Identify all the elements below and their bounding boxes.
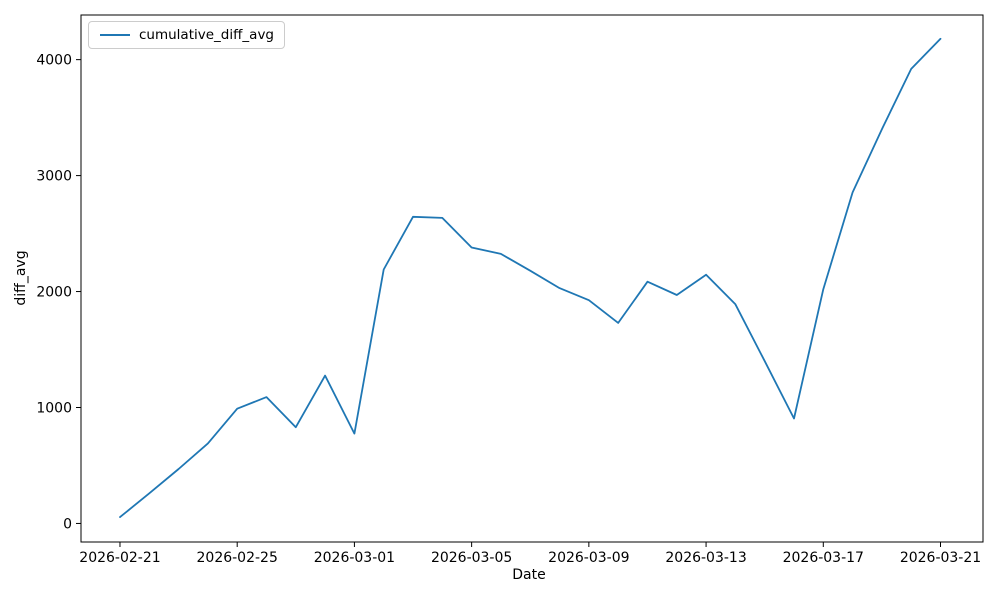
y-axis-label: diff_avg [13, 250, 29, 306]
y-tick-label: 2000 [36, 285, 72, 301]
y-tick-label: 0 [63, 516, 72, 532]
y-tick-label: 3000 [36, 169, 72, 185]
x-axis-label: Date [512, 567, 546, 583]
x-tick-label: 2026-02-21 [79, 550, 160, 566]
legend-line-sample-icon [100, 34, 130, 36]
series-line-cumulative_diff_avg [119, 37, 942, 518]
x-tick-label: 2026-03-09 [548, 550, 629, 566]
x-tick-label: 2026-03-13 [665, 550, 746, 566]
legend: cumulative_diff_avg [88, 21, 285, 49]
x-tick-label: 2026-03-17 [783, 550, 864, 566]
x-tick-label: 2026-03-05 [431, 550, 512, 566]
x-tick-label: 2026-02-25 [197, 550, 278, 566]
plot-spines [80, 14, 984, 543]
x-tick-label: 2026-03-21 [900, 550, 981, 566]
y-tick-label: 4000 [36, 53, 72, 69]
x-tick-label: 2026-03-01 [314, 550, 395, 566]
y-tick-label: 1000 [36, 400, 72, 416]
legend-label: cumulative_diff_avg [139, 27, 274, 43]
